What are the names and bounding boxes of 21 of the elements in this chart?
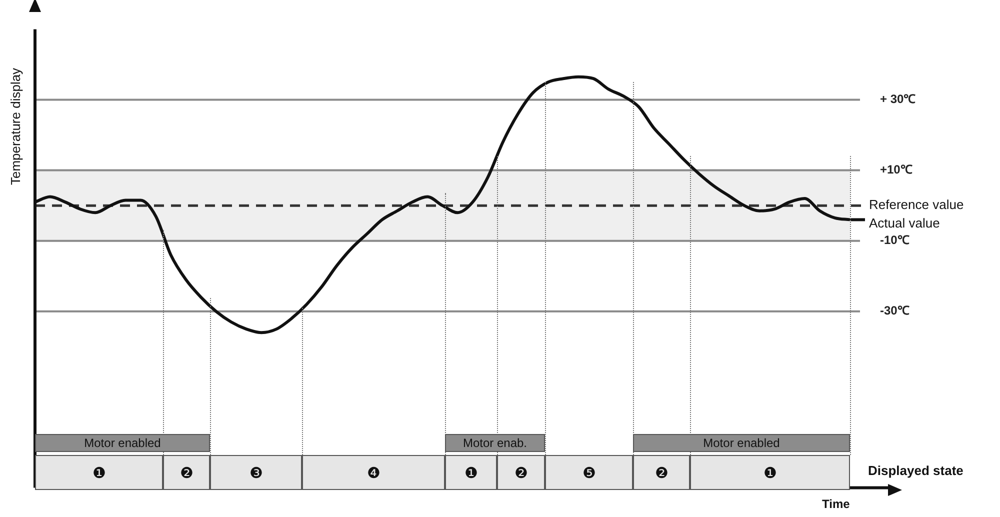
- legend-label: Actual value: [869, 215, 940, 230]
- annotation: Motor enab.: [445, 434, 545, 452]
- annotation: ❷: [497, 455, 545, 490]
- ref-line-label: Reference value: [869, 197, 964, 212]
- annotation: ❶: [35, 455, 163, 490]
- y-tick-label: -10℃: [880, 233, 910, 248]
- y-tick-label: + 30℃: [880, 92, 916, 106]
- annotation: ❷: [633, 455, 690, 490]
- annotation: ❸: [210, 455, 302, 490]
- annotation: Motor enabled: [35, 434, 210, 452]
- text: Displayed state: [868, 463, 964, 478]
- y-tick-label: -30℃: [880, 304, 910, 318]
- annotation: ❶: [445, 455, 497, 490]
- annotation: ❶: [690, 455, 850, 490]
- annotation: ❺: [545, 455, 633, 490]
- annotation: ❹: [302, 455, 445, 490]
- annotation: Motor enabled: [633, 434, 850, 452]
- y-axis-title: Temperature display: [8, 68, 23, 185]
- x-axis-title: Time: [822, 497, 850, 511]
- y-tick-label: +10℃: [880, 162, 912, 177]
- annotation: ❷: [163, 455, 210, 490]
